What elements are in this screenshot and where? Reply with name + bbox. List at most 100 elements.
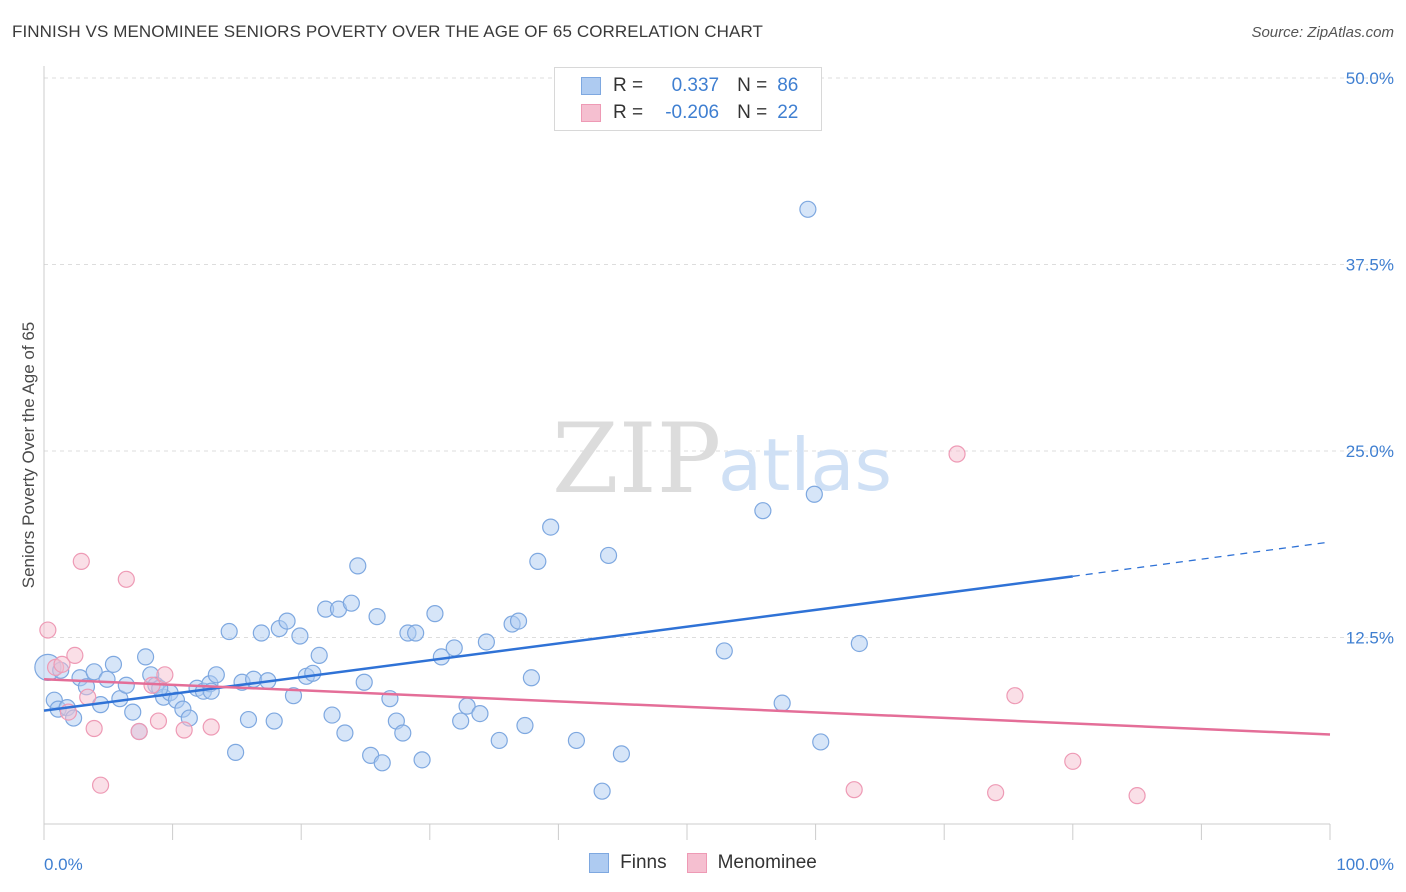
finns-point-7 [85,663,103,681]
menominee-r-value: -0.206 [665,102,720,123]
y-tick-label-3: 50.0% [1346,69,1394,88]
finns-point-65 [490,731,508,750]
finns-point-28 [227,743,245,761]
finns-point-45 [336,724,354,742]
stats-legend: R = 0.337 N = 86 R = -0.206 N = 22 [554,67,822,131]
finns-legend-label: Finns [620,852,667,873]
finns-point-77 [754,502,772,520]
finns-point-58 [426,605,444,623]
menominee-trend-line [43,678,1331,736]
finns-legend-swatch [589,853,610,873]
menominee-point-20 [1064,752,1082,770]
finns-point-54 [394,724,412,742]
finns-point-34 [265,712,283,730]
menominee-point-21 [1128,787,1146,805]
y-tick-labels: 12.5% 25.0% 37.5% 50.0% [1346,69,1394,648]
finns-point-36 [278,612,296,630]
finns-point-51 [373,754,391,772]
gridlines [44,77,1394,638]
menominee-point-15 [202,718,220,736]
finns-point-47 [349,557,367,575]
y-tick-label-1: 25.0% [1346,442,1394,461]
finns-swatch [581,77,601,95]
menominee-point-19 [1006,687,1024,705]
menominee-point-6 [79,688,97,706]
finns-point-80 [805,485,823,503]
menominee-point-12 [149,712,168,730]
y-tick-label-0: 12.5% [1346,629,1394,648]
finns-point-76 [715,642,733,660]
legend-item-menominee: Menominee [686,852,817,874]
finns-point-75 [612,745,631,763]
legend-row-finns: R = 0.337 N = 86 [581,73,798,99]
finns-point-67 [509,612,528,630]
finns-n-value: 86 [777,75,799,96]
menominee-point-2 [53,655,71,673]
scatter-points [34,200,1146,805]
finns-trend-line [43,575,1073,712]
y-tick-label-2: 37.5% [1346,256,1394,275]
menominee-point-7 [85,719,103,738]
finns-point-10 [104,655,123,673]
menominee-point-16 [845,781,863,799]
finns-point-41 [310,646,328,665]
watermark-atlas: atlas [718,423,892,507]
n-label: N = [737,75,768,96]
finns-point-82 [850,634,868,653]
r-label: R = [613,75,644,96]
menominee-point-18 [987,784,1005,802]
finns-point-32 [252,624,270,642]
finns-point-74 [599,546,618,565]
finns-r-value: 0.337 [671,75,720,96]
finns-point-78 [773,694,791,712]
finns-point-38 [291,627,309,645]
menominee-point-9 [117,570,135,588]
menominee-point-0 [39,621,57,639]
menominee-legend-label: Menominee [717,852,817,873]
menominee-point-8 [91,776,110,794]
x-tick-min: 0.0% [44,855,83,874]
finns-point-30 [239,710,258,729]
finns-point-56 [407,624,425,642]
finns-point-72 [567,731,586,750]
finns-point-70 [529,552,547,571]
menominee-n-value: 22 [777,102,799,123]
menominee-point-14 [175,721,193,739]
finns-point-15 [136,648,155,666]
finns-point-50 [368,608,386,626]
r-label: R = [613,102,644,123]
axes [43,66,1331,840]
finns-point-27 [220,622,238,641]
legend-row-menominee: R = -0.206 N = 22 [581,100,798,126]
menominee-point-10 [130,722,148,741]
finns-point-73 [593,782,611,800]
source-credit: Source: ZipAtlas.com [1251,24,1394,41]
finns-point-43 [323,706,341,724]
legend-item-finns: Finns [589,852,667,874]
finns-point-71 [542,518,560,536]
menominee-point-13 [156,666,174,684]
finns-point-69 [522,669,540,687]
finns-point-48 [355,673,373,691]
watermark-zip: ZIP [552,403,721,515]
menominee-legend-swatch [686,853,707,873]
chart-title: FINNISH VS MENOMINEE SENIORS POVERTY OVE… [12,22,764,41]
finns-point-13 [124,703,142,721]
menominee-point-4 [66,646,84,665]
finns-point-40 [304,664,322,682]
finns-point-68 [516,716,534,735]
menominee-point-17 [948,445,966,463]
finns-point-12 [117,676,135,694]
x-tick-max: 100.0% [1336,855,1394,874]
n-label: N = [737,102,768,123]
finns-point-64 [477,633,495,651]
finns-point-37 [284,687,303,705]
finns-point-81 [812,733,830,751]
finns-point-57 [413,751,431,769]
finns-point-26 [207,666,225,684]
series-legend: Finns Menominee [0,852,1406,874]
finns-point-79 [799,200,817,218]
menominee-point-5 [72,552,90,571]
finns-point-60 [445,639,463,657]
